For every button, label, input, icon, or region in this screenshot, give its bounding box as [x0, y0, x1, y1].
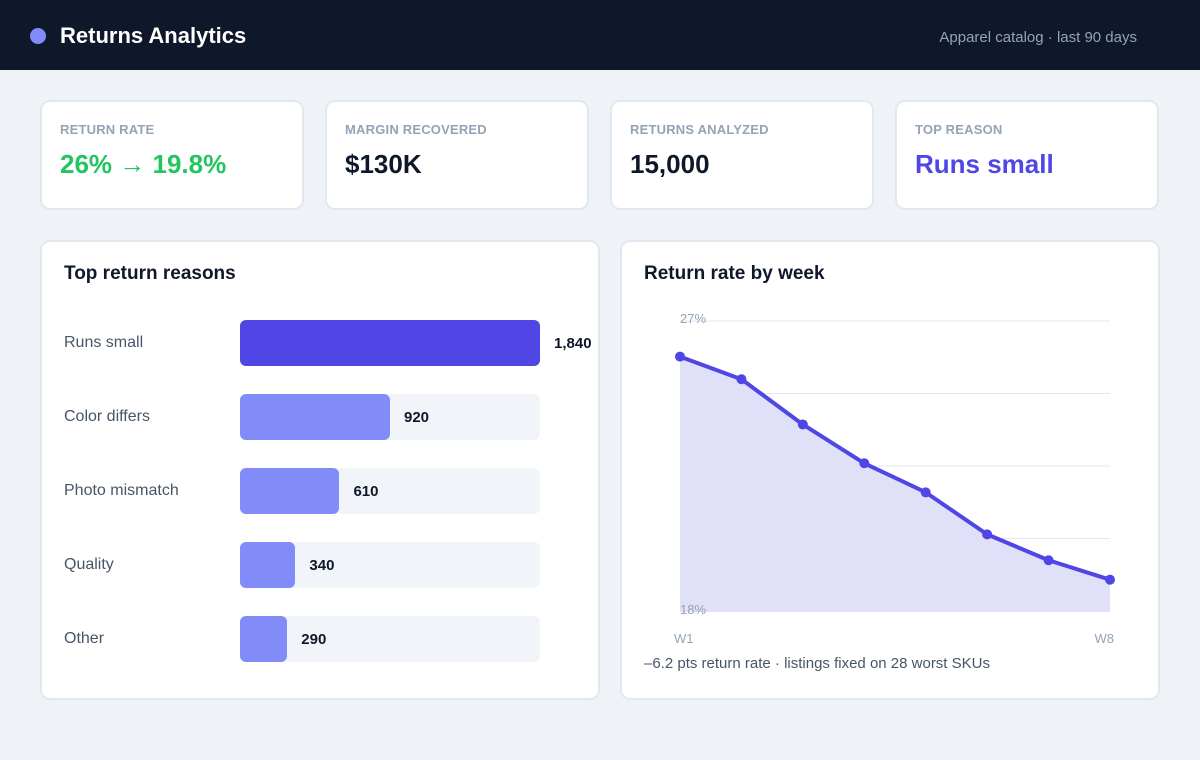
- top-return-reasons-panel: Top return reasons Runs small 1,840 Color …: [40, 240, 600, 700]
- kpi-label: MARGIN RECOVERED: [345, 122, 487, 137]
- y-tick-label: 27%: [680, 311, 706, 326]
- kpi-card-return-rate: RETURN RATE 26% → 19.8%: [40, 100, 304, 210]
- data-point: [736, 374, 747, 385]
- status-dot-icon: [30, 28, 46, 44]
- series-area: [680, 356, 1110, 612]
- bar-track: [240, 468, 540, 514]
- bar-label: Runs small: [64, 334, 144, 351]
- bar-value: 340: [309, 557, 335, 574]
- bar-track: [240, 542, 540, 588]
- bar-row: Color differs 920: [42, 394, 598, 440]
- x-tick-label: W1: [674, 631, 694, 646]
- bar-fill: [240, 542, 296, 588]
- data-point: [675, 351, 685, 362]
- kpi-label: TOP REASON: [915, 122, 1003, 137]
- kpi-value: 26% → 19.8%: [60, 149, 227, 179]
- kpi-label: RETURN RATE: [60, 122, 155, 137]
- bar-label: Quality: [64, 556, 114, 573]
- bar-fill: [240, 468, 340, 514]
- kpi-card-top-reason: TOP REASON Runs small: [895, 100, 1159, 210]
- y-tick-label: 18%: [680, 602, 706, 617]
- data-point: [797, 419, 808, 430]
- app-title: Returns Analytics: [60, 23, 247, 48]
- bar-label: Color differs: [64, 408, 150, 425]
- panel-title: Top return reasons: [64, 263, 236, 284]
- bar-value: 610: [353, 483, 379, 500]
- bar-value: 290: [301, 631, 327, 648]
- bar-fill: [240, 394, 390, 440]
- data-point: [920, 487, 931, 498]
- bar-row: Quality 340: [42, 542, 598, 588]
- bar-row: Photo mismatch 610: [42, 468, 598, 514]
- x-tick-label: W8: [1095, 631, 1115, 646]
- panel-title: Return rate by week: [644, 263, 825, 284]
- kpi-value: Runs small: [915, 149, 1054, 179]
- kpi-value: 15,000: [630, 149, 710, 179]
- bar-track: [240, 320, 540, 366]
- series-line: [678, 354, 1112, 582]
- bar-value: 1,840: [554, 335, 592, 352]
- bar-value: 920: [404, 409, 430, 426]
- data-point: [859, 458, 870, 469]
- bar-row: Other 290: [42, 616, 598, 662]
- data-point: [1105, 574, 1115, 585]
- bar-label: Other: [64, 630, 105, 647]
- bar-label: Photo mismatch: [64, 482, 179, 499]
- bar-fill: [240, 616, 288, 662]
- data-point: [982, 529, 993, 540]
- return-rate-by-week-panel: Return rate by week 27% 18% W1 W8 –6.2 pts …: [620, 240, 1160, 700]
- app-header: Returns Analytics Apparel catalog · last…: [0, 0, 1200, 70]
- bar-row: Runs small 1,840: [42, 320, 598, 366]
- kpi-card-margin-recovered: MARGIN RECOVERED $130K: [325, 100, 589, 210]
- chart-footnote: –6.2 pts return rate · listings fixed on…: [644, 655, 990, 672]
- kpi-value: $130K: [345, 149, 422, 179]
- bar-track: [240, 394, 540, 440]
- header-subtitle: Apparel catalog · last 90 days: [939, 29, 1137, 46]
- kpi-card-returns-analyzed: RETURNS ANALYZED 15,000: [610, 100, 874, 210]
- kpi-label: RETURNS ANALYZED: [630, 122, 769, 137]
- return-rate-chart: 27% 18% W1 W8: [674, 311, 1115, 646]
- bar-track: [240, 616, 540, 662]
- data-point: [1043, 555, 1054, 566]
- bar-fill: [240, 320, 540, 366]
